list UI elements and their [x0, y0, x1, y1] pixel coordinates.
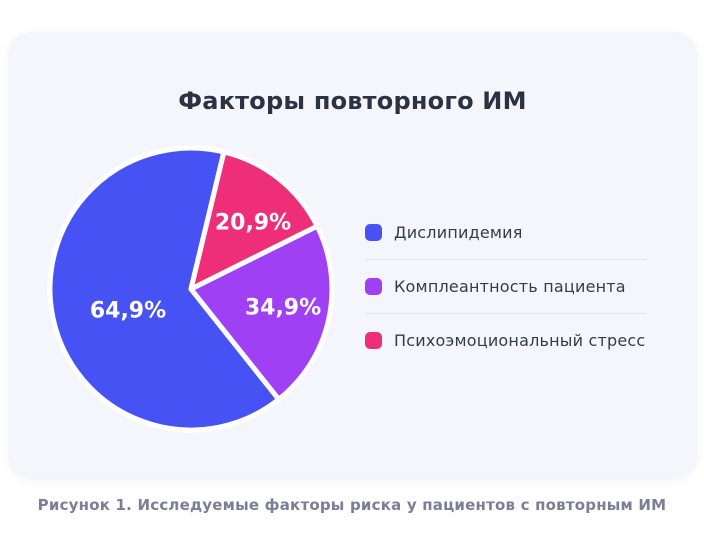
pie-chart: 64,9% 34,9% 20,9%: [47, 145, 335, 433]
legend-label-2: Комплеантность пациента: [394, 277, 626, 296]
chart-card: Факторы повторного ИМ 64,9% 34,9% 20,9% Ди…: [8, 32, 697, 479]
legend-item-1: Дислипидемия: [365, 206, 647, 260]
pie-slice-value-label-2: 34,9%: [245, 296, 321, 321]
legend-swatch-icon: [365, 224, 382, 241]
pie-slice-value-label-1: 64,9%: [90, 299, 166, 324]
legend-item-2: Комплеантность пациента: [365, 260, 647, 314]
legend-item-3: Психоэмоциональный стресс: [365, 314, 647, 367]
figure-caption: Рисунок 1. Исследуемые факторы риска у п…: [37, 496, 667, 514]
pie-slice-2: [188, 223, 335, 402]
legend-swatch-icon: [365, 278, 382, 295]
legend-swatch-icon: [365, 332, 382, 349]
pie-slice-value-label-3: 20,9%: [215, 211, 291, 236]
legend-label-1: Дислипидемия: [394, 223, 523, 242]
pie-slice-1: [47, 145, 282, 433]
chart-title: Факторы повторного ИМ: [178, 87, 527, 115]
legend: Дислипидемия Комплеантность пациента Психо…: [365, 206, 647, 367]
legend-label-3: Психоэмоциональный стресс: [394, 331, 646, 350]
pie-slice-3: [188, 149, 320, 292]
